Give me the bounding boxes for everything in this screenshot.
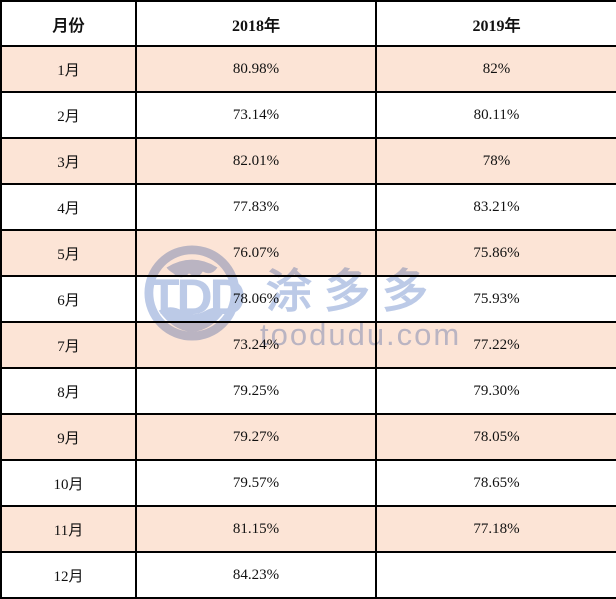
value-2019-cell: 78.05%	[375, 413, 616, 461]
month-cell: 9月	[0, 413, 137, 461]
month-cell: 10月	[0, 459, 137, 507]
month-cell: 4月	[0, 183, 137, 231]
value-2018-cell: 84.23%	[135, 551, 377, 599]
value-2019-cell	[375, 551, 616, 599]
value-2019-cell: 78.65%	[375, 459, 616, 507]
value-2019-cell: 75.93%	[375, 275, 616, 323]
table-row: 11月 81.15% 77.18%	[0, 505, 616, 553]
month-cell: 6月	[0, 275, 137, 323]
table-row: 2月 73.14% 80.11%	[0, 91, 616, 139]
month-cell: 11月	[0, 505, 137, 553]
column-header-month: 月份	[0, 0, 137, 47]
month-cell: 8月	[0, 367, 137, 415]
value-2018-cell: 80.98%	[135, 45, 377, 93]
value-2018-cell: 81.15%	[135, 505, 377, 553]
value-2019-cell: 77.18%	[375, 505, 616, 553]
table-row: 5月 76.07% 75.86%	[0, 229, 616, 277]
value-2018-cell: 82.01%	[135, 137, 377, 185]
column-header-2019: 2019年	[375, 0, 616, 47]
month-cell: 5月	[0, 229, 137, 277]
value-2019-cell: 83.21%	[375, 183, 616, 231]
value-2019-cell: 80.11%	[375, 91, 616, 139]
table-row: 4月 77.83% 83.21%	[0, 183, 616, 231]
value-2018-cell: 73.24%	[135, 321, 377, 369]
value-2019-cell: 79.30%	[375, 367, 616, 415]
month-cell: 2月	[0, 91, 137, 139]
column-header-2018: 2018年	[135, 0, 377, 47]
month-cell: 1月	[0, 45, 137, 93]
value-2018-cell: 79.25%	[135, 367, 377, 415]
value-2019-cell: 75.86%	[375, 229, 616, 277]
value-2018-cell: 79.27%	[135, 413, 377, 461]
value-2018-cell: 73.14%	[135, 91, 377, 139]
value-2019-cell: 82%	[375, 45, 616, 93]
table-row: 9月 79.27% 78.05%	[0, 413, 616, 461]
table-row: 7月 73.24% 77.22%	[0, 321, 616, 369]
table-row: 6月 78.06% 75.93%	[0, 275, 616, 323]
table-row: 8月 79.25% 79.30%	[0, 367, 616, 415]
month-cell: 12月	[0, 551, 137, 599]
month-cell: 3月	[0, 137, 137, 185]
month-cell: 7月	[0, 321, 137, 369]
value-2018-cell: 76.07%	[135, 229, 377, 277]
value-2019-cell: 78%	[375, 137, 616, 185]
value-2018-cell: 79.57%	[135, 459, 377, 507]
table-row: 3月 82.01% 78%	[0, 137, 616, 185]
table-row: 1月 80.98% 82%	[0, 45, 616, 93]
value-2018-cell: 78.06%	[135, 275, 377, 323]
table-row: 10月 79.57% 78.65%	[0, 459, 616, 507]
header-row: 月份 2018年 2019年	[0, 0, 616, 47]
value-2019-cell: 77.22%	[375, 321, 616, 369]
table-row: 12月 84.23%	[0, 551, 616, 599]
value-2018-cell: 77.83%	[135, 183, 377, 231]
